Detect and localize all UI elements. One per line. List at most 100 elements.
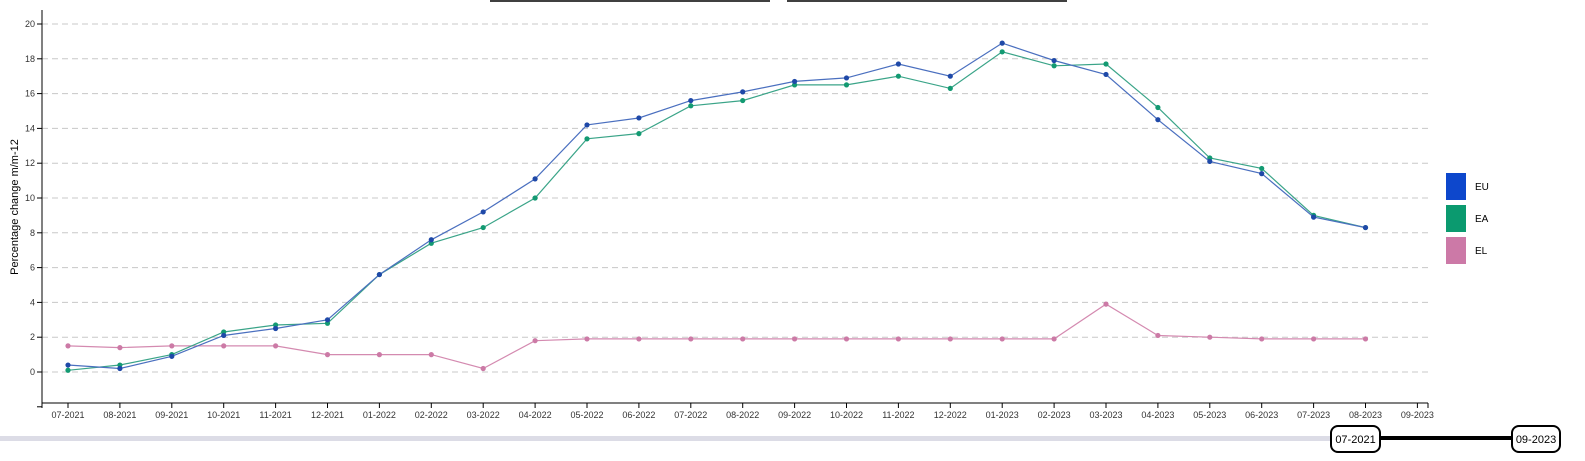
data-point-el[interactable] xyxy=(843,336,850,342)
data-point-ea[interactable] xyxy=(947,85,953,91)
data-point-el[interactable] xyxy=(792,336,798,342)
y-axis-label: Percentage change m/m-12 xyxy=(9,139,21,275)
data-point-eu[interactable] xyxy=(584,122,590,128)
data-point-ea[interactable] xyxy=(480,224,486,231)
range-end-handle-box[interactable] xyxy=(1511,425,1561,453)
range-start-handle[interactable]: 07-2021 xyxy=(1330,425,1381,453)
y-tick-label: 8 xyxy=(30,228,35,238)
data-point-eu[interactable] xyxy=(947,73,953,79)
data-point-ea[interactable] xyxy=(65,367,71,373)
data-point-ea[interactable] xyxy=(1051,63,1057,69)
data-point-ea[interactable] xyxy=(636,131,642,137)
data-point-eu[interactable] xyxy=(740,89,746,95)
data-point-el[interactable] xyxy=(1155,332,1161,339)
data-point-ea[interactable] xyxy=(740,97,746,104)
data-point-eu[interactable] xyxy=(480,209,486,215)
legend-swatch-ea[interactable] xyxy=(1446,205,1466,232)
x-tick-label: 03-2023 xyxy=(1089,410,1122,420)
x-tick-label: 03-2022 xyxy=(467,410,500,420)
data-point-eu[interactable] xyxy=(792,78,798,85)
data-point-el[interactable] xyxy=(895,336,902,342)
range-slider[interactable]: 07-2021 09-2023 xyxy=(0,425,1561,453)
x-tick-label: 06-2022 xyxy=(622,410,655,420)
data-point-el[interactable] xyxy=(324,352,331,358)
data-point-eu[interactable] xyxy=(221,332,227,339)
x-tick-label: 12-2022 xyxy=(934,410,967,420)
data-point-el[interactable] xyxy=(169,343,175,349)
data-point-ea[interactable] xyxy=(532,195,538,201)
data-point-eu[interactable] xyxy=(895,61,902,67)
y-tick-label: 6 xyxy=(30,263,35,273)
data-point-el[interactable] xyxy=(740,336,746,342)
x-tick-label: 10-2022 xyxy=(830,410,863,420)
legend: EU EA EL xyxy=(1446,173,1489,264)
data-point-el[interactable] xyxy=(221,343,227,349)
data-point-eu[interactable] xyxy=(1311,214,1317,220)
legend-label-ea: EA xyxy=(1475,214,1489,225)
y-tick-label: 20 xyxy=(25,19,35,29)
data-point-el[interactable] xyxy=(376,352,382,358)
data-point-el[interactable] xyxy=(1259,336,1265,342)
data-point-el[interactable] xyxy=(1362,336,1369,342)
data-point-el[interactable] xyxy=(480,365,486,372)
data-point-el[interactable] xyxy=(1311,336,1317,342)
data-point-el[interactable] xyxy=(999,336,1005,342)
data-point-eu[interactable] xyxy=(428,237,434,243)
x-tick-label: 08-2023 xyxy=(1349,410,1382,420)
data-point-eu[interactable] xyxy=(324,317,331,323)
legend-swatch-el[interactable] xyxy=(1446,237,1466,264)
x-tick-label: 02-2023 xyxy=(1038,410,1071,420)
data-point-eu[interactable] xyxy=(117,365,123,372)
x-tick-label: 09-2023 xyxy=(1401,410,1434,420)
data-point-el[interactable] xyxy=(688,336,694,342)
data-point-eu[interactable] xyxy=(1207,158,1213,165)
data-point-eu[interactable] xyxy=(376,271,382,278)
data-point-el[interactable] xyxy=(584,336,590,342)
data-point-ea[interactable] xyxy=(843,82,850,88)
data-point-ea[interactable] xyxy=(895,73,902,79)
data-point-ea[interactable] xyxy=(688,103,694,109)
data-point-el[interactable] xyxy=(117,345,123,351)
data-point-el[interactable] xyxy=(273,343,279,349)
data-point-el[interactable] xyxy=(1103,301,1109,307)
x-tick-label: 10-2021 xyxy=(207,410,240,420)
data-point-ea[interactable] xyxy=(584,136,590,142)
data-point-ea[interactable] xyxy=(1103,61,1109,67)
data-point-el[interactable] xyxy=(65,343,71,349)
data-point-eu[interactable] xyxy=(273,325,279,332)
data-point-ea[interactable] xyxy=(1155,104,1161,111)
data-point-eu[interactable] xyxy=(999,40,1005,46)
data-point-eu[interactable] xyxy=(688,97,694,104)
data-point-eu[interactable] xyxy=(1103,71,1109,78)
range-start-handle-box[interactable] xyxy=(1330,425,1381,453)
data-point-el[interactable] xyxy=(947,336,953,342)
data-point-el[interactable] xyxy=(532,338,538,344)
data-point-eu[interactable] xyxy=(1259,171,1265,177)
data-point-el[interactable] xyxy=(636,336,642,342)
legend-label-eu: EU xyxy=(1475,182,1489,193)
data-point-el[interactable] xyxy=(1051,336,1057,342)
data-point-eu[interactable] xyxy=(169,353,175,359)
x-tick-label: 05-2022 xyxy=(570,410,603,420)
data-point-el[interactable] xyxy=(1207,334,1213,340)
data-point-eu[interactable] xyxy=(1362,224,1369,231)
legend-swatch-eu[interactable] xyxy=(1446,173,1466,200)
series-group xyxy=(65,40,1369,373)
range-end-handle[interactable]: 09-2023 xyxy=(1511,425,1561,453)
y-tick-label: 2 xyxy=(30,332,35,342)
data-point-eu[interactable] xyxy=(1155,117,1161,123)
x-tick-label: 11-2021 xyxy=(259,410,291,420)
series-ea xyxy=(65,49,1369,373)
data-point-ea[interactable] xyxy=(999,49,1005,55)
data-point-eu[interactable] xyxy=(843,75,850,81)
series-line-el xyxy=(67,303,1366,370)
data-point-el[interactable] xyxy=(428,352,434,358)
data-point-eu[interactable] xyxy=(65,362,71,368)
data-point-ea[interactable] xyxy=(1259,165,1265,172)
x-tick-label: 12-2021 xyxy=(311,410,344,420)
data-point-eu[interactable] xyxy=(532,176,538,182)
range-slider-track[interactable] xyxy=(0,436,1330,441)
data-point-eu[interactable] xyxy=(636,115,642,121)
y-tick-label: 14 xyxy=(25,123,35,133)
data-point-eu[interactable] xyxy=(1051,57,1057,64)
